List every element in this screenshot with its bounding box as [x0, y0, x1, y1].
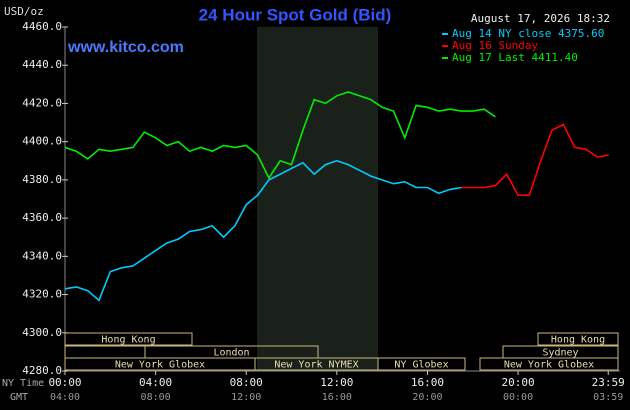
- x-tick-label: 00:00: [48, 376, 81, 389]
- series-line: [461, 123, 609, 196]
- x-tick-label: 23:59: [592, 376, 625, 389]
- legend-label: Aug 16 Sunday: [452, 39, 538, 52]
- y-tick-label: 4400.0: [22, 135, 62, 148]
- x2-tick-label: 03:59: [593, 392, 623, 403]
- session-label: Hong Kong: [101, 335, 155, 346]
- chart-title: 24 Hour Spot Gold (Bid): [199, 5, 392, 24]
- x2-tick-label: 00:00: [503, 392, 533, 403]
- y-tick-label: 4420.0: [22, 96, 62, 109]
- series-line: [64, 159, 462, 302]
- series-line: [64, 91, 496, 180]
- session-box: [377, 357, 466, 371]
- y-tick-label: 4340.0: [22, 249, 62, 262]
- y-tick-label: 4320.0: [22, 288, 62, 301]
- session-label: New York Globex: [504, 360, 594, 371]
- session-box: [64, 332, 193, 346]
- y-tick-label: 4440.0: [22, 58, 62, 71]
- timestamp: August 17, 2026 18:32: [471, 12, 610, 25]
- legend-label: Aug 14 NY close 4375.60: [452, 27, 604, 40]
- session-shade: [257, 27, 378, 371]
- legend-label: Aug 17 Last 4411.40: [452, 51, 578, 64]
- y-tick-label: 4300.0: [22, 326, 62, 339]
- x2-tick-label: 16:00: [322, 392, 352, 403]
- x-tick-label: 16:00: [411, 376, 444, 389]
- session-label: Sydney: [542, 348, 578, 359]
- unit-label: USD/oz: [4, 5, 44, 18]
- session-label: London: [213, 348, 249, 359]
- y-tick-label: 4280.0: [22, 364, 62, 377]
- y-tick-label: 4380.0: [22, 173, 62, 186]
- session-label: NY Globex: [394, 360, 448, 371]
- session-box: [537, 332, 619, 346]
- session-label: New York NYMEX: [274, 360, 358, 371]
- x-tick-label: 12:00: [320, 376, 353, 389]
- x-label: NY Time: [2, 378, 44, 389]
- y-tick-label: 4360.0: [22, 211, 62, 224]
- session-box: [479, 357, 619, 371]
- x-tick-label: 04:00: [139, 376, 172, 389]
- x-tick-label: 20:00: [501, 376, 534, 389]
- session-label: New York Globex: [115, 360, 205, 371]
- y-tick-label: 4460.0: [22, 20, 62, 33]
- x2-label: GMT: [10, 392, 28, 403]
- x2-tick-label: 08:00: [141, 392, 171, 403]
- x2-tick-label: 04:00: [50, 392, 80, 403]
- x-tick-label: 08:00: [230, 376, 263, 389]
- x2-tick-label: 12:00: [231, 392, 261, 403]
- session-label: Hong Kong: [551, 335, 605, 346]
- website: www.kitco.com: [67, 39, 184, 56]
- x2-tick-label: 20:00: [412, 392, 442, 403]
